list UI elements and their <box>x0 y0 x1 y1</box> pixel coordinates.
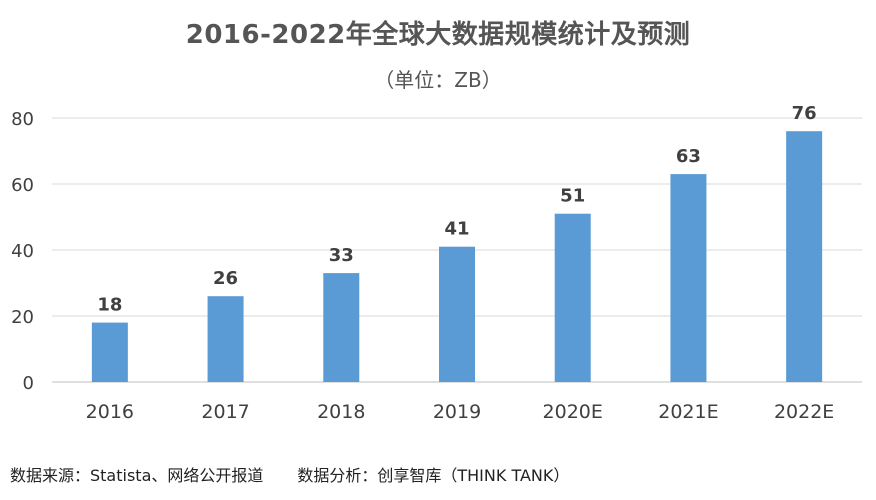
x-tick-label: 2018 <box>317 401 365 423</box>
data-label: 18 <box>97 295 122 316</box>
bar <box>207 296 244 382</box>
data-label: 26 <box>213 268 238 289</box>
data-label: 41 <box>444 219 469 240</box>
y-tick-label: 40 <box>11 241 34 262</box>
bar <box>439 246 475 382</box>
chart-footer: 数据来源：Statista、网络公开报道 数据分析：创享智库（THINK TANK… <box>10 462 569 486</box>
data-label: 63 <box>676 146 701 167</box>
bar <box>670 174 707 382</box>
y-tick-label: 0 <box>23 373 34 394</box>
x-tick-label: 2020E <box>543 401 603 423</box>
data-analysis-note: 数据分析：创享智库（THINK TANK） <box>297 466 570 485</box>
chart-title: 2016-2022年全球大数据规模统计及预测 <box>185 20 691 50</box>
y-tick-label: 20 <box>11 307 34 328</box>
x-tick-label: 2021E <box>658 401 718 423</box>
bar <box>91 322 128 382</box>
bar <box>554 213 591 382</box>
data-source-note: 数据来源：Statista、网络公开报道 <box>10 466 264 485</box>
chart-subtitle: （单位：ZB） <box>374 68 502 92</box>
x-tick-label: 2016 <box>86 401 134 423</box>
bar <box>323 273 360 382</box>
x-tick-label: 2019 <box>433 401 481 423</box>
data-label: 51 <box>560 186 585 207</box>
x-tick-label: 2017 <box>201 401 249 423</box>
data-label: 33 <box>329 245 354 266</box>
y-tick-label: 80 <box>11 109 34 130</box>
y-tick-label: 60 <box>11 175 34 196</box>
x-tick-label: 2022E <box>774 401 834 423</box>
data-label: 76 <box>792 103 817 124</box>
bar <box>786 131 823 382</box>
